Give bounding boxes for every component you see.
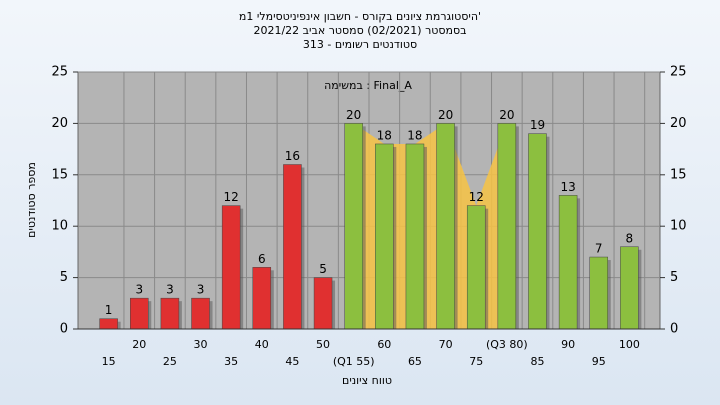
bar <box>405 143 425 330</box>
bar <box>558 195 578 330</box>
y2-tick-label: 20 <box>670 116 687 131</box>
bar <box>497 123 517 330</box>
y-tick-label: 25 <box>51 65 68 80</box>
y-tick-label: 5 <box>60 270 68 285</box>
value-label: 3 <box>166 283 174 297</box>
value-label: 3 <box>197 283 205 297</box>
annotation: במשימה : Final_A <box>324 79 412 92</box>
bar <box>160 297 180 330</box>
bar <box>436 123 455 330</box>
x-tick-label: 60 <box>377 338 391 351</box>
x-tick-label: (Q1 55) <box>333 355 375 368</box>
y-tick-label: 10 <box>51 219 68 234</box>
y-tick-label: 15 <box>51 167 68 182</box>
x-tick-label: 75 <box>469 355 483 368</box>
bar <box>221 205 241 330</box>
bar <box>191 297 210 330</box>
x-tick-label: 70 <box>439 338 453 351</box>
y2-tick-label: 15 <box>670 167 687 182</box>
bar <box>528 133 547 330</box>
bar <box>252 267 272 330</box>
value-label: 20 <box>438 108 453 122</box>
x-tick-label: 65 <box>408 355 422 368</box>
x-tick-label: 100 <box>619 338 640 351</box>
value-label: 16 <box>285 149 300 163</box>
x-tick-label: 30 <box>194 338 208 351</box>
bar <box>99 318 118 330</box>
x-tick-label: 20 <box>132 338 146 351</box>
value-label: 7 <box>595 242 603 256</box>
x-tick-label: 40 <box>255 338 269 351</box>
value-label: 8 <box>626 231 634 245</box>
value-label: 20 <box>499 108 514 122</box>
y2-tick-label: 0 <box>670 322 678 337</box>
y2-tick-label: 10 <box>670 219 687 234</box>
bar <box>466 205 486 330</box>
x-tick-label: 35 <box>224 355 238 368</box>
value-label: 12 <box>469 190 484 204</box>
y-tick-label: 0 <box>60 322 68 337</box>
x-tick-label: 50 <box>316 338 330 351</box>
value-label: 18 <box>377 128 392 142</box>
x-tick-label: 85 <box>530 355 544 368</box>
value-label: 20 <box>346 108 361 122</box>
x-tick-label: 95 <box>592 355 606 368</box>
y-tick-label: 20 <box>51 116 68 131</box>
y2-tick-label: 25 <box>670 65 687 80</box>
bar <box>283 164 302 330</box>
bar <box>130 297 149 330</box>
chart-subtitle: סטודנטים רשומים - 313 <box>303 38 417 51</box>
bar <box>344 123 363 330</box>
value-label: 5 <box>319 262 327 276</box>
x-axis-label: טווח ציונים <box>342 374 392 387</box>
value-label: 13 <box>560 180 575 194</box>
chart-subtitle: בסמסטר (02/2021) סמסטר אביב 2021/22 <box>253 24 466 37</box>
value-label: 18 <box>407 128 422 142</box>
x-tick-label: 25 <box>163 355 177 368</box>
bar <box>375 143 394 330</box>
x-tick-label: (Q3 80) <box>486 338 528 351</box>
x-tick-label: 15 <box>102 355 116 368</box>
value-label: 6 <box>258 252 266 266</box>
value-label: 12 <box>224 190 239 204</box>
chart-title: היסטוגרמת ציונים בקורס - חשבון אינפיניטס… <box>239 10 481 23</box>
value-label: 19 <box>530 118 545 132</box>
y2-tick-label: 5 <box>670 270 678 285</box>
value-label: 3 <box>135 283 143 297</box>
x-tick-label: 45 <box>285 355 299 368</box>
x-tick-label: 90 <box>561 338 575 351</box>
bar <box>589 256 608 330</box>
value-label: 1 <box>105 303 113 317</box>
bar <box>620 246 639 330</box>
bar <box>313 277 333 330</box>
y-axis-label: מספר סטודנטים <box>25 162 38 238</box>
